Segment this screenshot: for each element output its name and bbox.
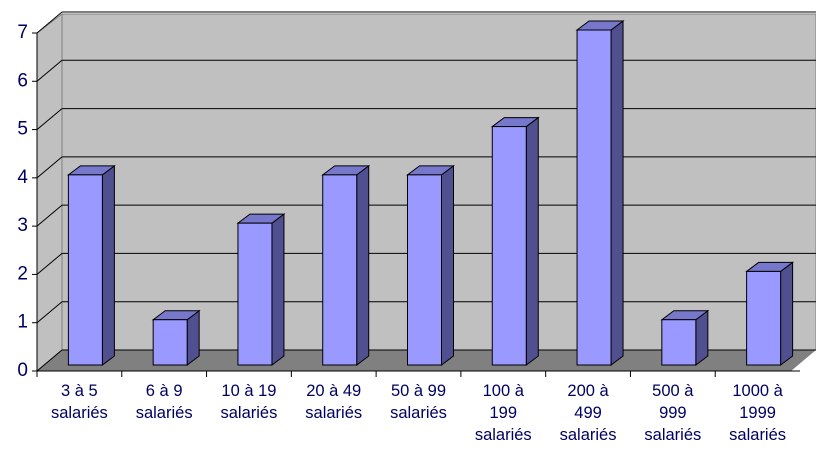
bar	[67, 174, 103, 366]
bar	[746, 270, 782, 366]
y-tick-label: 0	[17, 360, 28, 381]
y-tick-label: 2	[17, 263, 28, 284]
bar	[152, 319, 188, 366]
bar-side	[101, 164, 115, 366]
y-tick-label: 6	[17, 70, 28, 91]
bar-side	[780, 261, 794, 366]
bar-side	[610, 20, 624, 366]
x-tick-label: 500 à 999 salariés	[644, 382, 702, 444]
x-tick-label: 100 à 199 salariés	[474, 382, 532, 444]
x-tick-label: 1000 à 1999 salariés	[729, 382, 787, 444]
x-tick-label: 50 à 99 salariés	[390, 382, 447, 422]
x-tick-label: 20 à 49 salariés	[305, 382, 363, 422]
bar	[661, 319, 697, 366]
x-tick-label: 10 à 19 salariés	[220, 382, 278, 422]
grid-line	[36, 301, 63, 324]
grid-line	[36, 11, 63, 34]
bar-side	[356, 164, 370, 366]
bar	[576, 29, 612, 366]
x-tick-label: 3 à 5 salariés	[50, 382, 108, 422]
grid-line	[36, 253, 63, 275]
y-tick-label: 3	[17, 215, 28, 236]
side-wall	[36, 12, 63, 373]
y-tick-label: 4	[17, 167, 28, 188]
bar	[407, 174, 442, 366]
y-tick-label: 5	[17, 119, 28, 140]
grid-line	[36, 156, 63, 179]
y-tick-label: 1	[17, 312, 28, 333]
bar-side	[441, 164, 454, 366]
bar	[491, 126, 527, 366]
y-tick-label: 7	[17, 22, 28, 43]
bar-side	[525, 116, 539, 366]
grid-line	[36, 59, 63, 82]
grid-line	[36, 108, 63, 130]
grid-line	[36, 204, 63, 227]
bar	[322, 174, 358, 366]
grid-line	[36, 349, 63, 372]
x-tick-label: 200 à 499 salariés	[559, 382, 617, 444]
x-tick-label: 6 à 9 salariés	[135, 382, 193, 422]
bar	[237, 222, 273, 366]
bar-side	[271, 213, 285, 366]
